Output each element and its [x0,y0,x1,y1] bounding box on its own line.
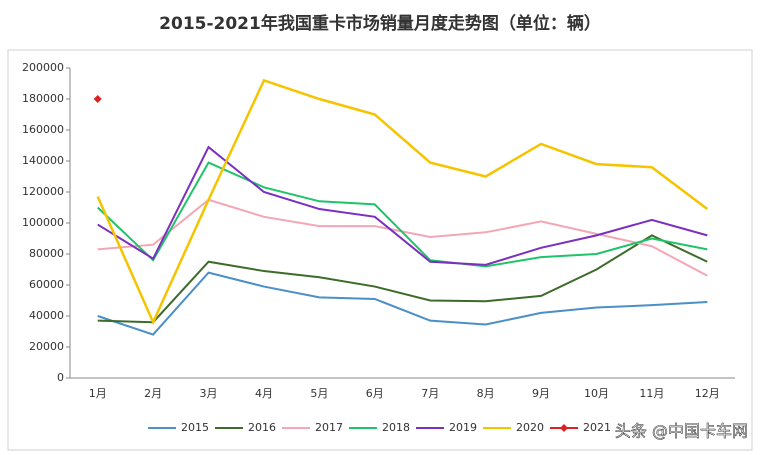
y-tick-label: 40000 [29,309,64,322]
legend-label: 2017 [315,421,343,434]
series-line [97,271,708,336]
x-tick-label: 12月 [695,387,720,400]
y-tick-label: 20000 [29,340,64,353]
legend-label: 2020 [516,421,544,434]
series-line [97,198,708,277]
y-tick-label: 140000 [22,154,64,167]
legend-label: 2015 [181,421,209,434]
x-tick-label: 9月 [532,387,550,400]
series-line [97,145,708,266]
x-tick-label: 1月 [89,387,107,400]
legend-label: 2019 [449,421,477,434]
watermark: 头条 @中国卡车网 [615,422,748,441]
y-tick-label: 60000 [29,278,64,291]
series-line [96,78,709,326]
legend-label: 2018 [382,421,410,434]
series-line [97,234,708,324]
y-tick-label: 180000 [22,92,64,105]
y-tick-label: 80000 [29,247,64,260]
y-tick-label: 0 [57,371,64,384]
x-tick-label: 11月 [639,387,664,400]
x-tick-label: 2月 [144,387,162,400]
y-tick-label: 200000 [22,61,64,74]
y-tick-label: 120000 [22,185,64,198]
x-tick-label: 5月 [310,387,328,400]
legend-marker [560,424,568,432]
x-tick-label: 4月 [255,387,273,400]
series-marker [93,95,102,103]
x-tick-label: 6月 [366,387,384,400]
x-tick-label: 7月 [421,387,439,400]
legend-label: 2021 [583,421,611,434]
x-tick-label: 8月 [477,387,495,400]
chart-frame [7,49,753,451]
chart-title: 2015-2021年我国重卡市场销量月度走势图（单位：辆） [159,13,601,34]
x-tick-label: 10月 [584,387,609,400]
y-tick-label: 100000 [22,216,64,229]
y-tick-label: 160000 [22,123,64,136]
x-tick-label: 3月 [200,387,218,400]
legend-label: 2016 [248,421,276,434]
series-line [97,161,708,268]
